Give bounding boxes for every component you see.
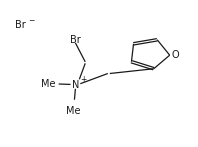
- Text: Br: Br: [70, 35, 81, 45]
- Text: N: N: [72, 80, 79, 90]
- Text: Me: Me: [66, 106, 81, 116]
- Text: O: O: [171, 50, 179, 60]
- Text: −: −: [28, 17, 34, 26]
- Text: +: +: [80, 75, 87, 83]
- Text: Br: Br: [15, 20, 26, 30]
- Text: Me: Me: [41, 79, 55, 89]
